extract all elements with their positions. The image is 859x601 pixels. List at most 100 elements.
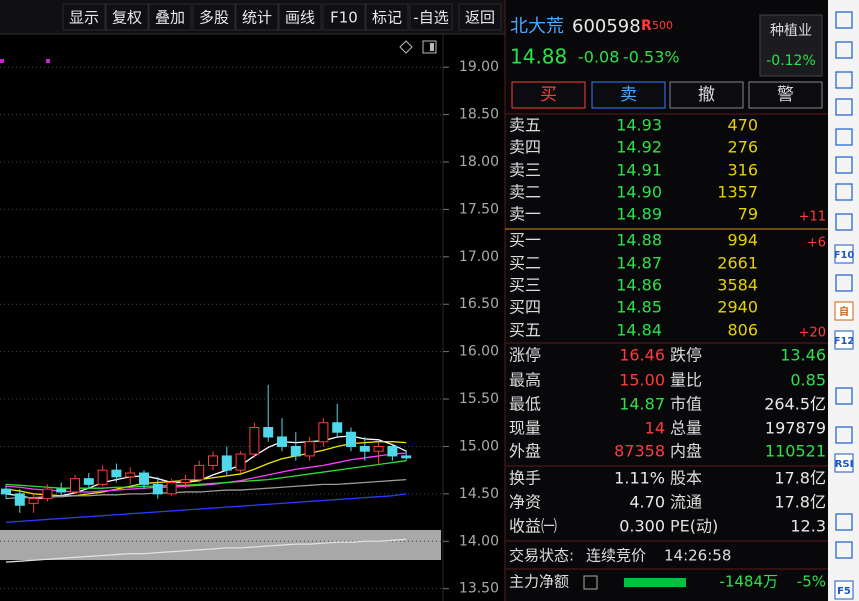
toolbar-button[interactable] [105,3,149,31]
y-tick-label: 16.50 [459,296,499,312]
toolbar-button[interactable] [192,3,236,31]
sidebar-icon[interactable] [835,274,853,292]
band [0,530,441,560]
sidebar-icon[interactable] [835,71,853,89]
stat-value: 4.70 [629,493,665,512]
sidebar-icon[interactable] [835,41,853,59]
action-button-label[interactable]: 卖 [620,85,637,105]
stat-label: 收益㈠ [509,517,557,536]
sidebar-icon[interactable] [835,213,853,231]
level-volume: 79 [738,205,758,224]
stat-value: 17.8亿 [774,469,826,488]
icon [430,43,434,51]
sidebar-icon[interactable] [835,387,853,405]
candle-body [332,422,343,433]
toolbar-button-label[interactable]: 统计 [242,9,272,27]
sidebar-icon[interactable] [835,541,853,559]
toolbar-button[interactable] [365,3,409,31]
toolbar-button[interactable] [62,3,106,31]
candle-body [263,426,274,438]
sidebar-icon[interactable] [835,156,853,174]
action-button[interactable] [511,81,586,109]
status: 连续竞价 [586,547,646,565]
sidebar-icon[interactable] [835,11,853,29]
toolbar-button[interactable] [235,3,279,31]
action-button[interactable] [669,81,744,109]
sidebar-icon[interactable] [835,183,853,201]
candle-body [249,426,260,455]
candle-body [401,455,412,459]
toolbar-button[interactable] [322,3,366,31]
sidebar-icon[interactable] [835,513,853,531]
stat-label: 流通 [670,493,702,512]
stat-value: 15.00 [619,371,665,390]
toolbar-button-label[interactable]: 叠加 [155,9,185,27]
toolbar-button-label[interactable]: 多股 [199,9,229,27]
sidebar-icon[interactable] [834,301,854,321]
sidebar-label[interactable]: 自 [839,305,849,318]
stat-value: 197879 [765,419,826,438]
sidebar-label[interactable]: RSI [835,459,854,470]
action-button-label[interactable]: 撤 [698,85,715,105]
stat-label: 涨停 [509,346,541,365]
stat-label: 最低 [509,395,541,414]
sector[interactable]: 种植业 [770,23,812,39]
action-button-label[interactable]: 买 [540,85,557,105]
sector-box[interactable] [759,14,823,77]
stat-label: 换手 [509,469,541,488]
level-volume: 276 [727,138,758,157]
sidebar-icon[interactable] [834,453,854,473]
toolbar-button-label[interactable]: -自选 [413,9,448,27]
candle-body [14,493,25,506]
y-tick-label: 14.00 [459,533,499,549]
sidebar-icon[interactable] [835,426,853,444]
candle-body [70,478,80,493]
toolbar-button[interactable] [458,3,502,31]
action-button-label[interactable]: 警 [777,85,794,105]
toolbar-button-label[interactable]: F10 [330,9,358,27]
icon[interactable] [583,575,598,590]
sidebar-icon[interactable] [834,330,854,350]
action-button[interactable] [591,81,666,109]
stat-value: 264.5亿 [764,395,826,414]
toolbar-button-label[interactable]: 返回 [465,9,495,27]
candle-body [139,472,149,485]
toolbar-button[interactable] [409,3,453,31]
sidebar-icon[interactable] [835,128,853,146]
icon[interactable] [422,40,437,54]
toolbar-button-label[interactable]: 标记 [372,9,402,27]
stat-label: 量比 [670,371,702,390]
price: 14.88 [510,45,567,69]
action-button[interactable] [748,81,823,109]
sidebar-label[interactable]: F10 [834,250,855,261]
candle-body [111,469,122,478]
toolbar-button[interactable] [278,3,322,31]
level-label: 卖四 [509,138,541,157]
level-volume: 994 [727,231,758,250]
candle-body [194,464,205,481]
sidebar-label[interactable]: F5 [837,586,851,597]
ma-line [5,435,407,500]
ma-line [5,538,407,563]
toolbar-button-label[interactable]: 显示 [69,9,99,27]
candle-body [83,478,94,485]
level-volume: 3584 [717,276,758,295]
sidebar-label[interactable]: F12 [834,336,855,347]
stat-value: 110521 [765,442,826,461]
level-price: 14.91 [616,161,662,180]
icon[interactable] [399,40,413,54]
sidebar-icon[interactable] [834,244,854,264]
toolbar-button[interactable] [148,3,192,31]
toolbar-button-label[interactable]: 画线 [285,9,315,27]
candle-body [1,488,11,495]
sidebar-icon[interactable] [834,580,854,600]
toolbar-button-label[interactable]: 复权 [112,9,142,27]
stock-name: 北大荒 [510,16,564,37]
y-tick-label: 16.00 [459,344,499,360]
candle-body [290,445,301,457]
candle-body [346,431,356,447]
flow-bar [624,578,686,587]
sidebar-icon[interactable] [835,98,853,116]
level-price: 14.84 [616,321,662,340]
stat-label: 内盘 [670,442,702,461]
